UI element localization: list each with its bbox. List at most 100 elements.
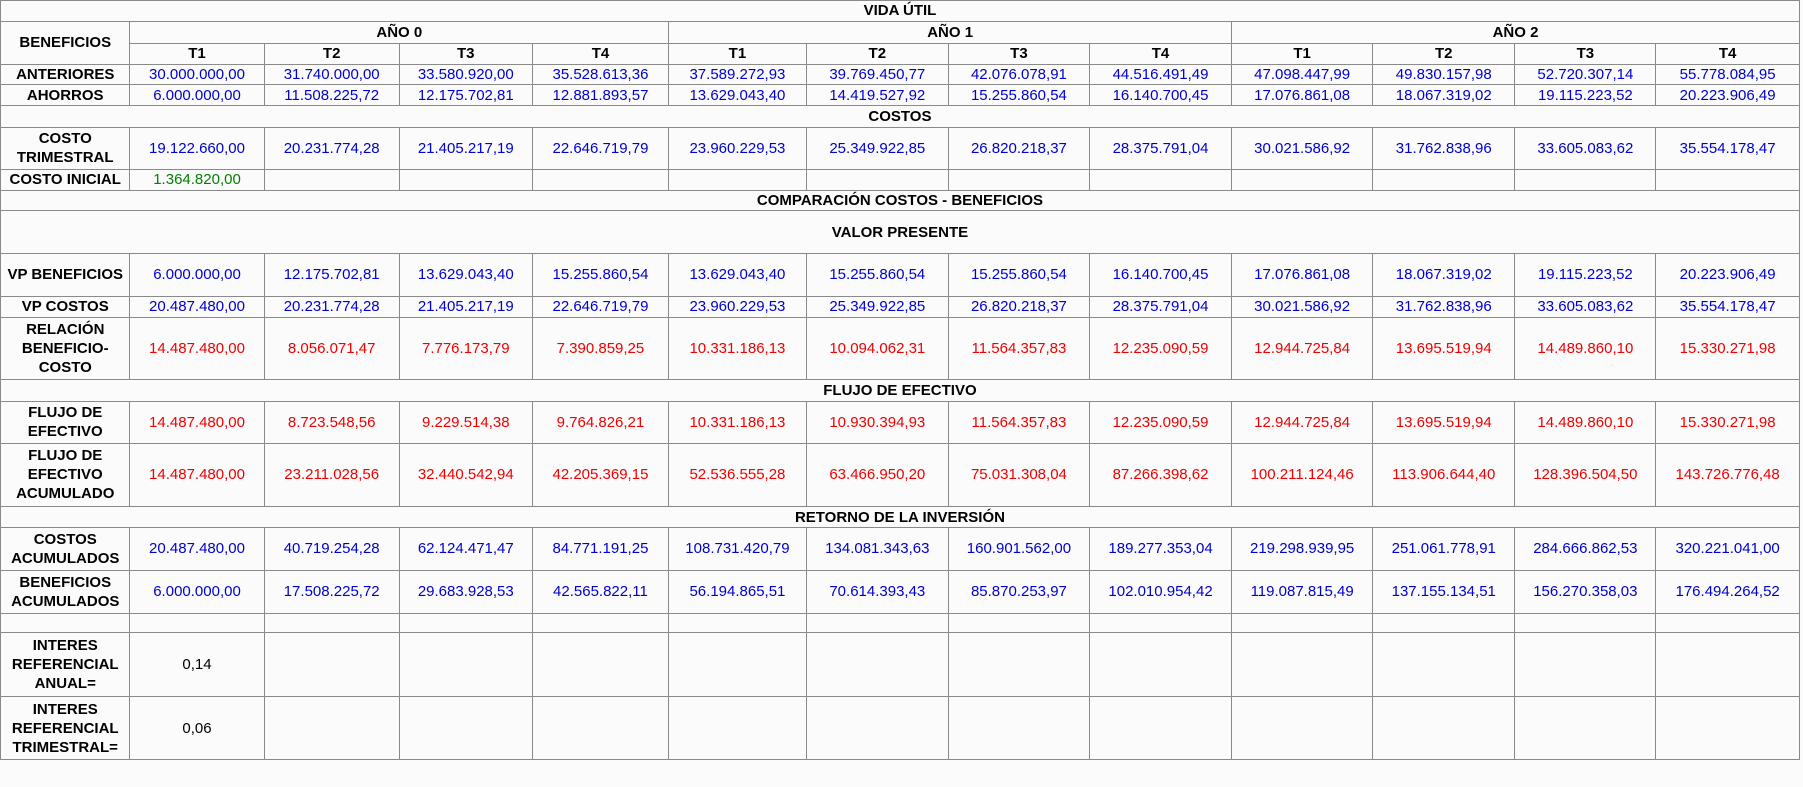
quarter-header: T1 — [1231, 42, 1374, 65]
value-cell: 26.820.218,37 — [947, 295, 1090, 318]
row: VIDA ÚTIL — [0, 0, 1800, 22]
value-cell: 9.229.514,38 — [398, 401, 533, 444]
value-cell: 14.489.860,10 — [1514, 401, 1657, 444]
year-header: AÑO 1 — [668, 20, 1233, 44]
year-header: AÑO 2 — [1231, 20, 1800, 44]
row: COMPARACIÓN COSTOS - BENEFICIOS — [0, 189, 1800, 212]
row-label: RELACIÓN BENEFICIO-COSTO — [0, 316, 131, 381]
quarter-header: T4 — [531, 42, 670, 65]
empty-cell — [1655, 695, 1800, 761]
value-cell: 44.516.491,49 — [1088, 63, 1233, 86]
empty-cell — [398, 632, 533, 697]
value-cell: 20.487.480,00 — [129, 526, 265, 571]
value-cell: 30.021.586,92 — [1231, 295, 1374, 318]
value-cell: 37.589.272,93 — [668, 63, 807, 86]
quarter-header: T1 — [668, 42, 807, 65]
row-label: BENEFICIOS ACUMULADOS — [0, 569, 131, 614]
value-cell: 23.960.229,53 — [668, 127, 807, 170]
value-cell: 113.906.644,40 — [1372, 442, 1516, 508]
value-cell: 102.010.954,42 — [1088, 569, 1233, 614]
section-title: COMPARACIÓN COSTOS - BENEFICIOS — [0, 189, 1800, 212]
value-cell: 40.719.254,28 — [263, 526, 400, 571]
value-cell: 42.205.369,15 — [531, 442, 670, 508]
row-label: FLUJO DE EFECTIVO ACUMULADO — [0, 442, 131, 508]
row: BENEFICIOS AÑO 0 AÑO 1 AÑO 2 — [0, 20, 1800, 65]
row-label: COSTO TRIMESTRAL — [0, 127, 131, 170]
value-cell: 52.720.307,14 — [1514, 63, 1657, 86]
row: FLUJO DE EFECTIVO 14.487.480,00 8.723.548,… — [0, 401, 1800, 444]
quarter-header: T3 — [947, 42, 1090, 65]
row: RELACIÓN BENEFICIO-COSTO 14.487.480,00 8.0… — [0, 316, 1800, 381]
row: INTERES REFERENCIAL TRIMESTRAL= 0,06 — [0, 695, 1800, 761]
row-label: VP BENEFICIOS — [0, 253, 131, 297]
empty-cell — [805, 695, 949, 761]
value-cell: 20.223.906,49 — [1655, 253, 1800, 297]
value-cell: 87.266.398,62 — [1088, 442, 1233, 508]
value-cell: 10.331.186,13 — [668, 316, 807, 381]
empty-cell — [947, 632, 1090, 697]
value-cell: 320.221.041,00 — [1655, 526, 1800, 571]
empty-cell — [398, 168, 533, 191]
empty-cell — [668, 695, 807, 761]
empty-cell — [531, 632, 670, 697]
value-cell: 14.487.480,00 — [129, 401, 265, 444]
empty-cell — [263, 168, 400, 191]
value-cell: 56.194.865,51 — [668, 569, 807, 614]
empty-cell — [1655, 168, 1800, 191]
row — [0, 612, 1800, 634]
value-cell: 12.175.702,81 — [398, 84, 533, 107]
value-cell: 21.405.217,19 — [398, 127, 533, 170]
value-cell: 14.489.860,10 — [1514, 316, 1657, 381]
value-cell: 25.349.922,85 — [805, 127, 949, 170]
row-label: AHORROS — [0, 84, 131, 107]
quarter-header: T3 — [1514, 42, 1657, 65]
value-cell: 39.769.450,77 — [805, 63, 949, 86]
section-title: FLUJO DE EFECTIVO — [0, 379, 1800, 402]
value-cell: 15.255.860,54 — [805, 253, 949, 297]
empty-cell — [129, 612, 265, 634]
value-cell: 84.771.191,25 — [531, 526, 670, 571]
value-cell: 10.094.062,31 — [805, 316, 949, 381]
value-cell: 176.494.264,52 — [1655, 569, 1800, 614]
empty-cell — [531, 168, 670, 191]
value-cell: 11.564.357,83 — [947, 401, 1090, 444]
empty-cell — [1372, 168, 1516, 191]
value-cell: 19.115.223,52 — [1514, 84, 1657, 107]
value-cell: 33.605.083,62 — [1514, 295, 1657, 318]
value-cell: 13.695.519,94 — [1372, 401, 1516, 444]
value-cell: 31.762.838,96 — [1372, 127, 1516, 170]
row: AHORROS 6.000.000,00 11.508.225,72 12.175.7… — [0, 84, 1800, 107]
title: VIDA ÚTIL — [0, 0, 1800, 22]
value-cell: 8.056.071,47 — [263, 316, 400, 381]
value-cell: 108.731.420,79 — [668, 526, 807, 571]
year-header: AÑO 0 — [129, 20, 670, 44]
value-cell: 16.140.700,45 — [1088, 253, 1233, 297]
value-cell: 31.740.000,00 — [263, 63, 400, 86]
empty-cell — [668, 632, 807, 697]
value-cell: 9.764.826,21 — [531, 401, 670, 444]
value-cell: 219.298.939,95 — [1231, 526, 1374, 571]
empty-cell — [947, 168, 1090, 191]
row: RETORNO DE LA INVERSIÓN — [0, 506, 1800, 528]
row-label: INTERES REFERENCIAL ANUAL= — [0, 632, 131, 697]
row-label: COSTOS ACUMULADOS — [0, 526, 131, 571]
empty-cell — [1514, 695, 1657, 761]
value-cell: 15.255.860,54 — [947, 84, 1090, 107]
value-cell: 30.021.586,92 — [1231, 127, 1374, 170]
value-cell: 47.098.447,99 — [1231, 63, 1374, 86]
row-label: COSTO INICIAL — [0, 168, 131, 191]
value-cell: 16.140.700,45 — [1088, 84, 1233, 107]
value-cell: 28.375.791,04 — [1088, 295, 1233, 318]
row: INTERES REFERENCIAL ANUAL= 0,14 — [0, 632, 1800, 697]
empty-cell — [1372, 695, 1516, 761]
value-cell: 12.944.725,84 — [1231, 316, 1374, 381]
value-cell: 25.349.922,85 — [805, 295, 949, 318]
value-cell: 13.695.519,94 — [1372, 316, 1516, 381]
empty-cell — [947, 695, 1090, 761]
quarter-header: T2 — [805, 42, 949, 65]
value-cell: 1.364.820,00 — [129, 168, 265, 191]
value-cell: 35.554.178,47 — [1655, 127, 1800, 170]
empty-cell — [1088, 612, 1233, 634]
row: T1 T2 T3 T4 T1 T2 T3 T4 T1 T2 T3 T4 — [1, 42, 1800, 65]
empty-cell — [263, 612, 400, 634]
